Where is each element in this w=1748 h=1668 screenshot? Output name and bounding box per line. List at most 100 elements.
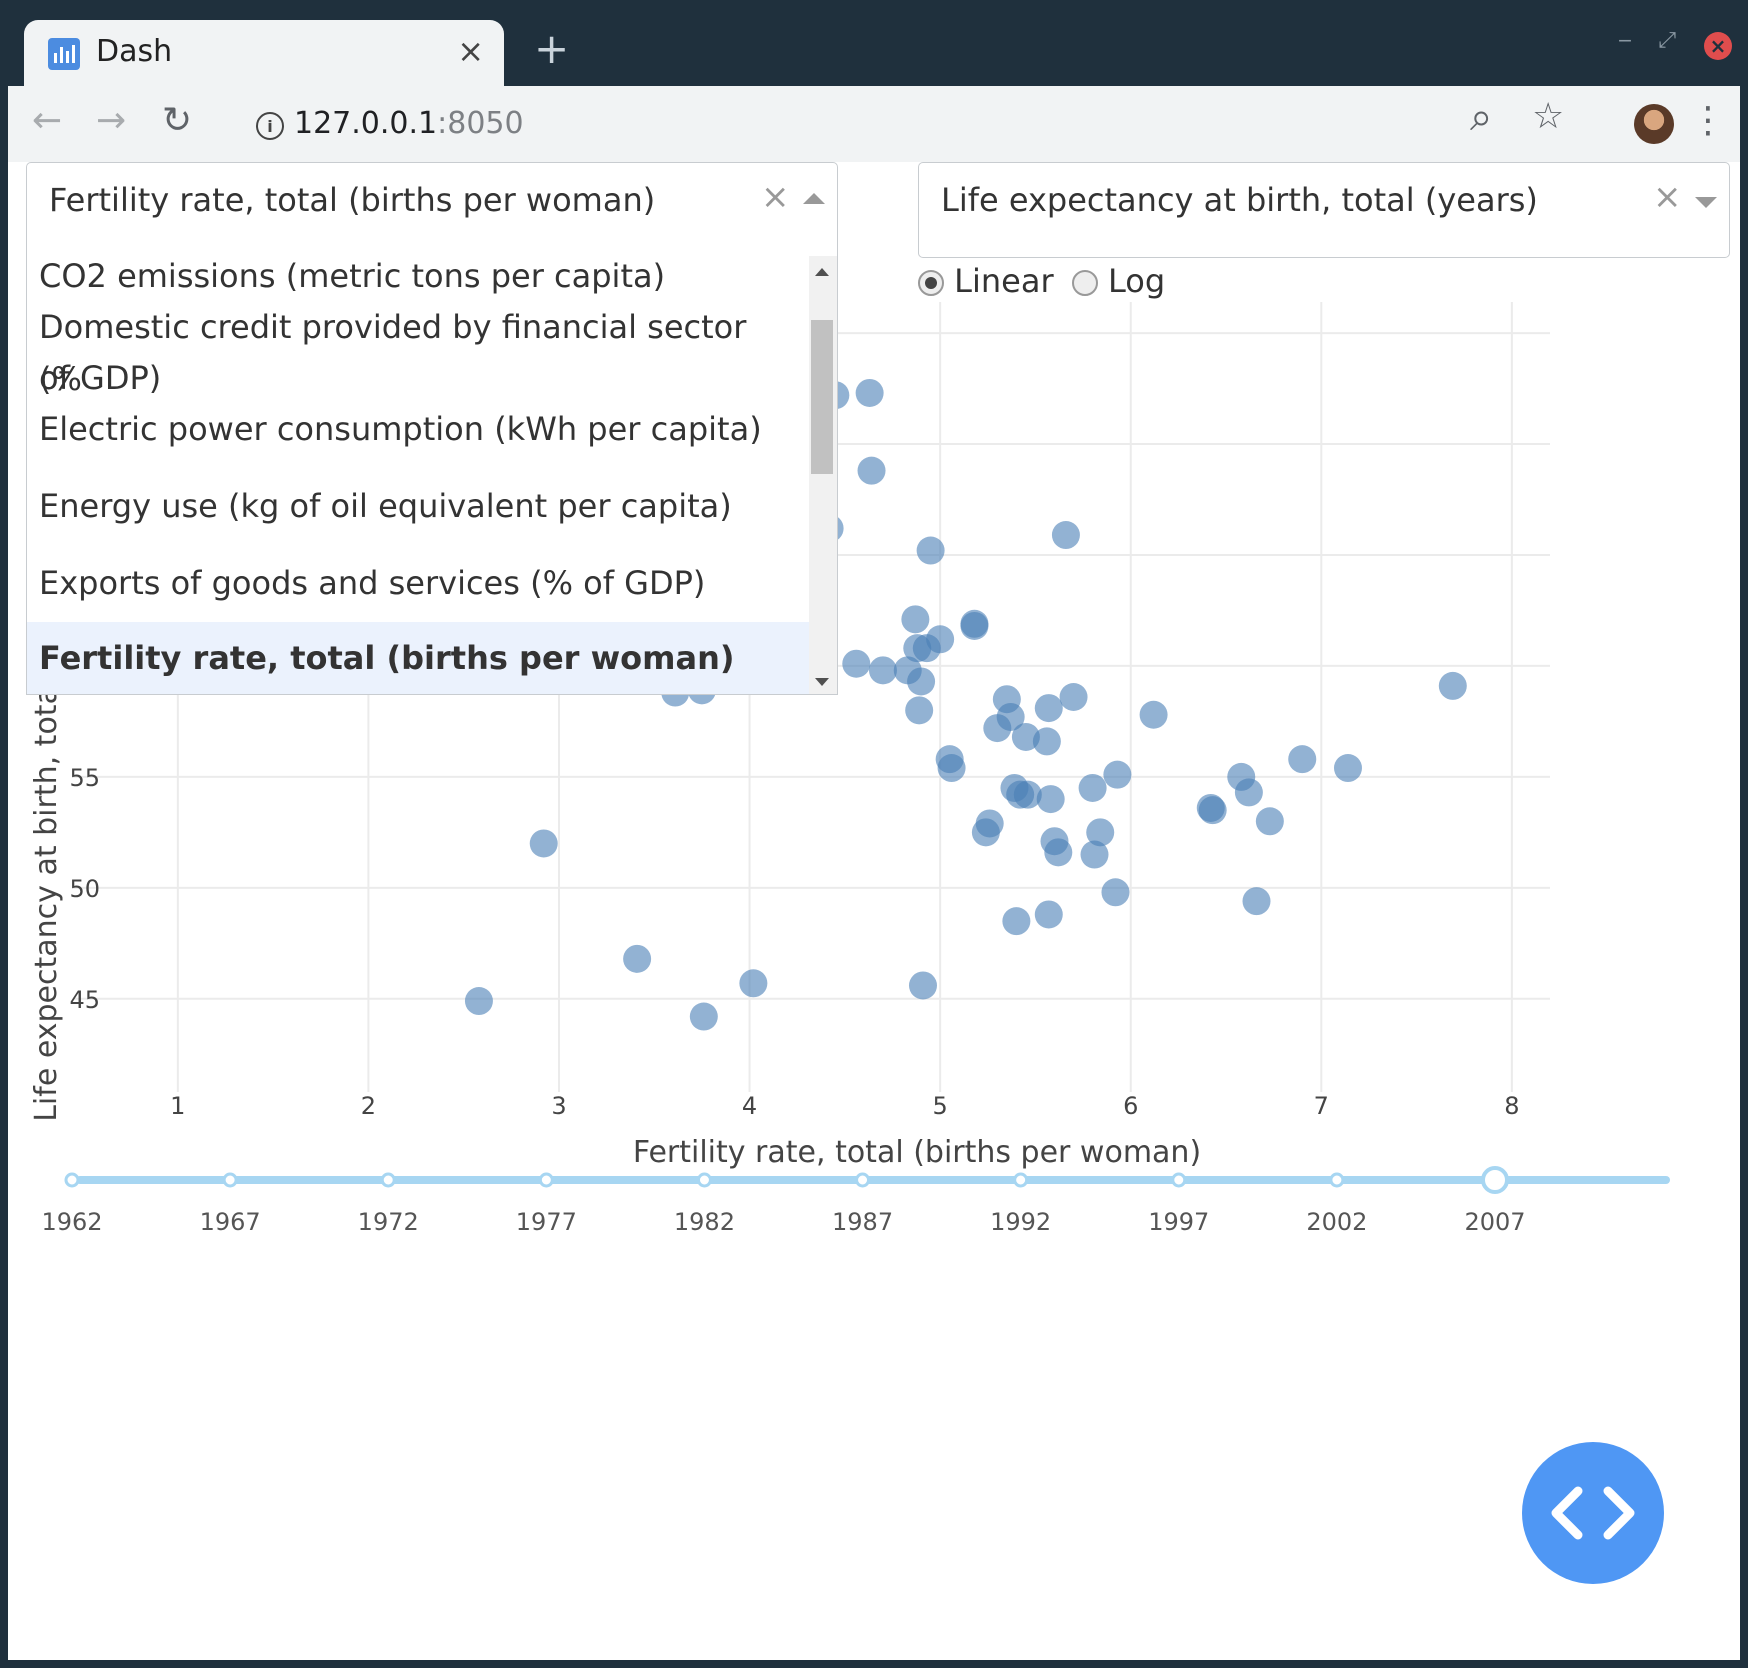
radio-linear[interactable]	[918, 270, 944, 296]
scatter-point[interactable]	[905, 696, 934, 725]
scatter-point[interactable]	[1139, 700, 1168, 729]
yaxis-clear-icon[interactable]: ×	[1653, 177, 1682, 217]
dropdown-option[interactable]: Exports of goods and services (% of GDP)	[39, 564, 706, 602]
forward-icon[interactable]: →	[96, 100, 127, 141]
scroll-up-icon[interactable]	[815, 268, 829, 276]
radio-linear-label[interactable]: Linear	[954, 262, 1054, 300]
dropdown-option-selected[interactable]: Fertility rate, total (births per woman)	[27, 622, 819, 694]
scatter-point[interactable]	[1011, 722, 1040, 751]
reload-icon[interactable]: ↻	[162, 100, 193, 141]
scatter-point[interactable]	[855, 378, 884, 407]
scatter-point[interactable]	[996, 702, 1025, 731]
browser-menu-icon[interactable]: ⋮	[1690, 100, 1726, 141]
menu-scrollbar[interactable]	[809, 256, 837, 694]
dropdown-option[interactable]: CO2 emissions (metric tons per capita)	[39, 257, 666, 295]
bookmark-star-icon[interactable]: ☆	[1532, 96, 1565, 137]
year-slider-dot[interactable]	[380, 1172, 396, 1188]
browser-tab[interactable]: Dash ×	[24, 20, 504, 86]
xaxis-clear-icon[interactable]: ×	[761, 177, 790, 217]
scatter-point[interactable]	[1044, 838, 1073, 867]
scatter-point[interactable]	[907, 667, 936, 696]
year-slider-mark[interactable]: 1962	[41, 1208, 102, 1236]
scatter-point[interactable]	[916, 536, 945, 565]
year-slider-dot[interactable]	[1329, 1172, 1345, 1188]
scatter-point[interactable]	[1198, 796, 1227, 825]
year-slider-handle[interactable]	[1481, 1166, 1509, 1194]
year-slider-dot[interactable]	[696, 1172, 712, 1188]
year-slider-mark[interactable]: 1977	[516, 1208, 577, 1236]
scatter-point[interactable]	[1078, 773, 1107, 802]
scatter-point[interactable]	[1034, 900, 1063, 929]
scatter-point[interactable]	[908, 971, 937, 1000]
scatter-point[interactable]	[1051, 521, 1080, 550]
code-toggle-button[interactable]	[1522, 1442, 1664, 1584]
scatter-point[interactable]	[960, 611, 989, 640]
dropdown-option[interactable]: Energy use (kg of oil equivalent per cap…	[39, 487, 732, 525]
radio-log[interactable]	[1071, 270, 1098, 296]
dropdown-option[interactable]: Domestic credit provided by financial se…	[39, 308, 747, 398]
minimize-icon[interactable]: ‒	[1618, 28, 1632, 53]
scatter-point[interactable]	[1242, 887, 1271, 916]
window-close-icon[interactable]: ×	[1704, 32, 1732, 60]
year-slider-mark[interactable]: 2007	[1464, 1208, 1525, 1236]
scatter-point[interactable]	[1234, 778, 1263, 807]
scatter-point[interactable]	[1032, 727, 1061, 756]
scatter-point[interactable]	[1103, 760, 1132, 789]
new-tab-button[interactable]: +	[534, 24, 570, 73]
year-slider-dot[interactable]	[222, 1172, 238, 1188]
year-slider-mark[interactable]: 1982	[674, 1208, 735, 1236]
scroll-thumb[interactable]	[811, 320, 833, 474]
scroll-down-icon[interactable]	[815, 678, 829, 686]
scatter-point[interactable]	[901, 605, 930, 634]
year-slider-dot[interactable]	[1171, 1172, 1187, 1188]
scatter-point[interactable]	[926, 625, 955, 654]
scatter-point[interactable]	[464, 987, 493, 1016]
scatter-point[interactable]	[1101, 878, 1130, 907]
scatter-point[interactable]	[1013, 780, 1042, 809]
scatter-point[interactable]	[937, 754, 966, 783]
caret-up-icon[interactable]	[803, 193, 825, 204]
dropdown-option-continued[interactable]: of GDP)	[39, 359, 162, 397]
scatter-point[interactable]	[1288, 745, 1317, 774]
radio-log-label[interactable]: Log	[1107, 262, 1166, 300]
profile-avatar[interactable]	[1634, 104, 1674, 144]
yaxis-dropdown[interactable]: Life expectancy at birth, total (years) …	[918, 162, 1730, 258]
scatter-point[interactable]	[1036, 785, 1065, 814]
year-slider-mark[interactable]: 1987	[832, 1208, 893, 1236]
dropdown-option[interactable]: Electric power consumption (kWh per capi…	[39, 410, 762, 448]
year-slider-dot[interactable]	[1013, 1172, 1029, 1188]
scatter-point[interactable]	[857, 456, 886, 485]
year-slider-dot[interactable]	[64, 1172, 80, 1188]
site-info-icon[interactable]: i	[256, 112, 284, 140]
year-slider-mark[interactable]: 1972	[358, 1208, 419, 1236]
caret-down-icon[interactable]	[1695, 197, 1717, 208]
scatter-point[interactable]	[842, 649, 871, 678]
year-slider-dot[interactable]	[538, 1172, 554, 1188]
year-slider-mark[interactable]: 1997	[1148, 1208, 1209, 1236]
scatter-point[interactable]	[529, 829, 558, 858]
scatter-point[interactable]	[1080, 840, 1109, 869]
scatter-point[interactable]	[1255, 807, 1284, 836]
scatter-point[interactable]	[1333, 754, 1362, 783]
scatter-point[interactable]	[1059, 683, 1088, 711]
scatter-point[interactable]	[975, 809, 1004, 838]
scatter-point[interactable]	[689, 1002, 718, 1031]
year-slider-mark[interactable]: 1967	[200, 1208, 261, 1236]
scatter-point[interactable]	[1086, 818, 1115, 847]
zoom-icon[interactable]: ⌕	[1470, 94, 1493, 140]
scatter-point[interactable]	[623, 944, 652, 973]
year-slider-mark[interactable]: 2002	[1306, 1208, 1367, 1236]
scatter-point[interactable]	[1438, 671, 1467, 700]
scatter-point[interactable]	[1034, 694, 1063, 723]
tab-close-icon[interactable]: ×	[457, 32, 484, 70]
address-bar[interactable]: 127.0.0.1:8050	[294, 106, 524, 141]
back-icon[interactable]: ←	[32, 100, 63, 141]
year-slider-dot[interactable]	[855, 1172, 871, 1188]
year-slider-mark[interactable]: 1992	[990, 1208, 1051, 1236]
scatter-point[interactable]	[1002, 907, 1031, 936]
restore-icon[interactable]: ⤢	[1658, 28, 1676, 53]
scatter-point[interactable]	[868, 656, 897, 685]
scatter-point[interactable]	[739, 969, 768, 998]
xaxis-dropdown[interactable]: Fertility rate, total (births per woman)…	[26, 162, 838, 258]
